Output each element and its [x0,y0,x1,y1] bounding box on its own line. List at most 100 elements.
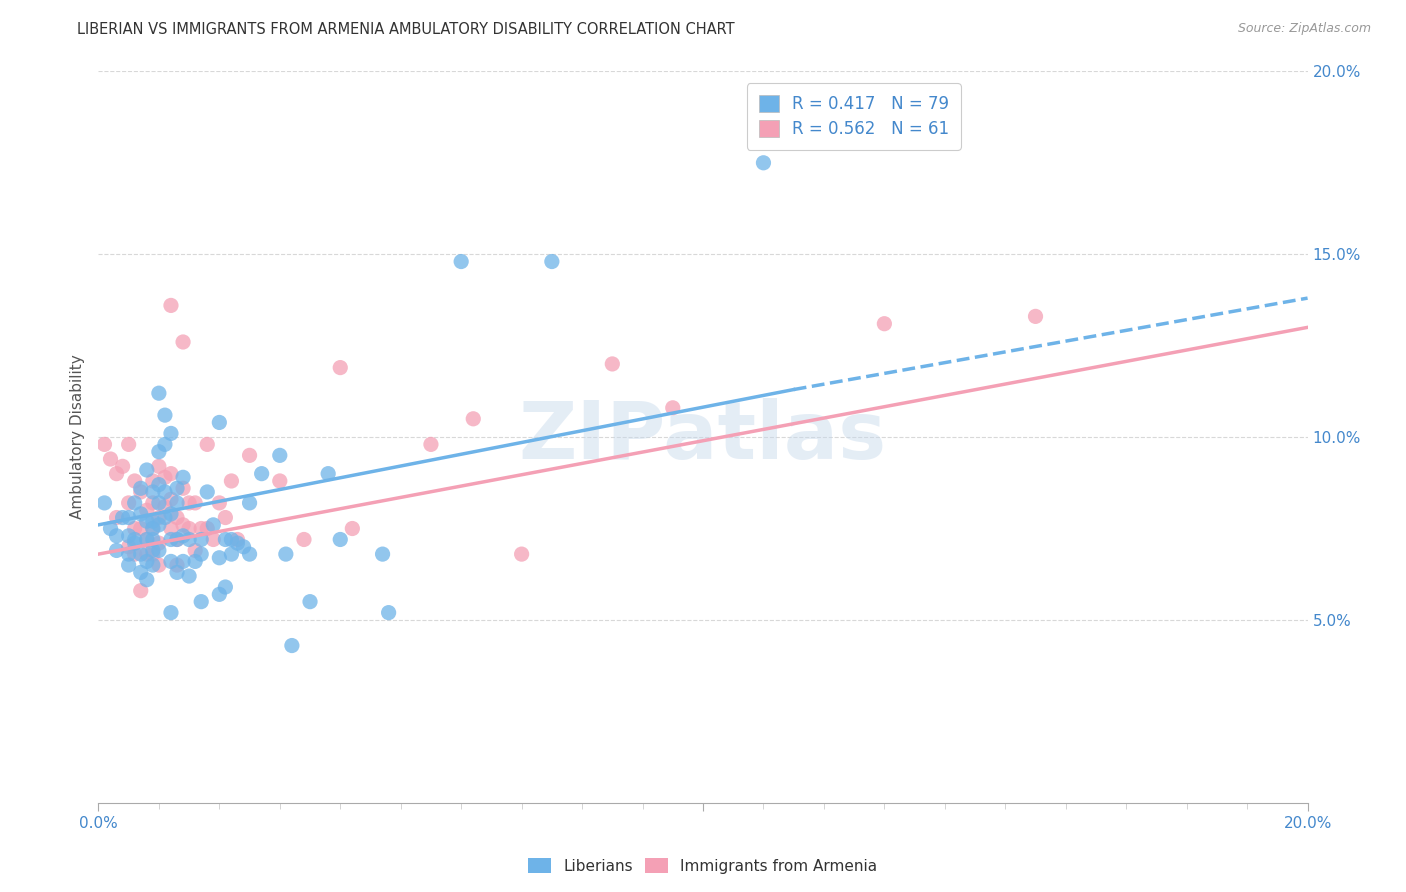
Point [142,514,165,528]
Point [166,496,188,510]
Point [250,467,273,481]
Point [377,606,399,620]
Point [153,408,176,422]
Point [281,639,304,653]
Point [239,547,262,561]
Point [202,517,225,532]
Point [142,485,165,500]
Point [179,521,201,535]
Point [135,533,157,547]
Point [274,547,297,561]
Point [208,416,231,430]
Point [160,467,183,481]
Point [371,547,394,561]
Point [195,521,218,535]
Point [142,521,165,535]
Point [135,554,157,568]
Point [221,474,243,488]
Point [135,547,157,561]
Point [239,448,262,462]
Point [93,496,115,510]
Point [153,510,176,524]
Point [269,448,291,462]
Point [129,481,152,495]
Point [166,558,188,573]
Point [135,573,157,587]
Point [221,547,243,561]
Point [124,521,146,535]
Point [190,547,212,561]
Point [135,514,157,528]
Point [118,437,141,451]
Point [124,533,146,547]
Point [129,521,152,535]
Point [124,474,146,488]
Point [111,510,134,524]
Point [135,463,157,477]
Point [166,510,188,524]
Point [148,444,170,458]
Point [208,496,231,510]
Point [142,474,165,488]
Point [190,594,212,608]
Point [179,533,201,547]
Point [172,554,194,568]
Point [148,459,170,474]
Point [124,536,146,550]
Point [179,496,201,510]
Point [342,521,364,535]
Point [195,485,218,500]
Point [172,517,194,532]
Point [172,470,194,484]
Point [208,587,231,601]
Point [148,517,170,532]
Point [184,496,207,510]
Point [129,507,152,521]
Point [166,481,188,495]
Y-axis label: Ambulatory Disability: Ambulatory Disability [69,355,84,519]
Point [166,566,188,580]
Point [160,298,183,312]
Point [118,558,141,573]
Point [129,583,152,598]
Point [118,510,141,524]
Point [1024,310,1046,324]
Point [160,507,183,521]
Point [129,547,152,561]
Point [153,470,176,484]
Point [190,521,212,535]
Point [221,533,243,547]
Point [142,533,165,547]
Point [135,533,157,547]
Point [172,334,194,349]
Point [166,533,188,547]
Point [135,503,157,517]
Point [129,485,152,500]
Point [292,533,315,547]
Point [100,452,122,467]
Point [148,543,170,558]
Point [160,521,183,535]
Point [105,529,128,543]
Point [195,437,218,451]
Point [153,500,176,514]
Point [105,510,128,524]
Point [118,496,141,510]
Point [118,540,141,554]
Point [420,437,443,451]
Text: Source: ZipAtlas.com: Source: ZipAtlas.com [1237,22,1371,36]
Text: LIBERIAN VS IMMIGRANTS FROM ARMENIA AMBULATORY DISABILITY CORRELATION CHART: LIBERIAN VS IMMIGRANTS FROM ARMENIA AMBU… [77,22,735,37]
Point [124,547,146,561]
Point [214,533,236,547]
Point [873,317,896,331]
Point [142,558,165,573]
Point [148,558,170,573]
Point [160,606,183,620]
Point [184,554,207,568]
Text: ZIPatlas: ZIPatlas [519,398,887,476]
Point [752,156,775,170]
Point [100,521,122,535]
Point [329,360,352,375]
Point [202,533,225,547]
Point [232,540,254,554]
